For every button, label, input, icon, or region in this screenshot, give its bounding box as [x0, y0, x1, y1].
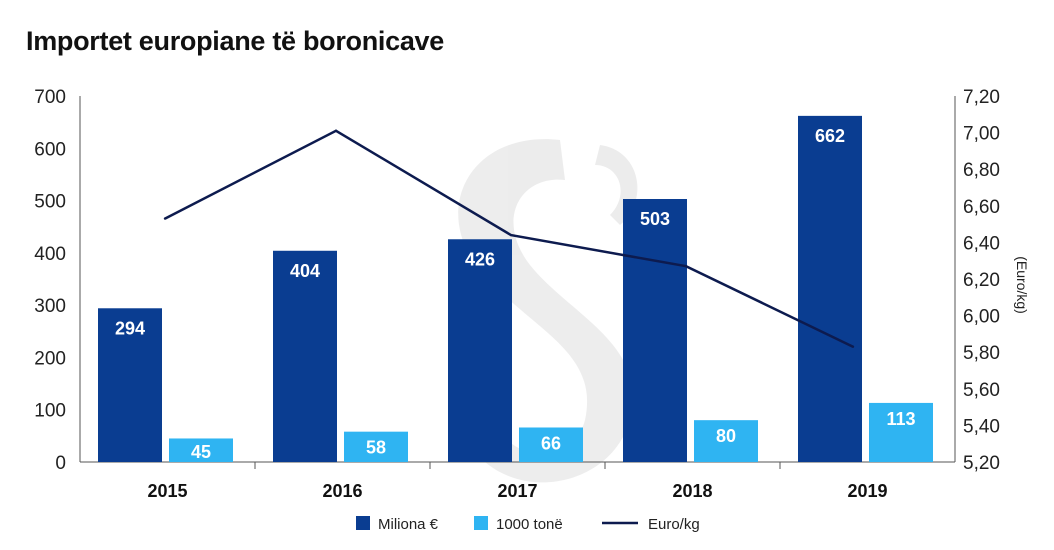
right-y-axis: 5,20 5,40 5,60 5,80 6,00 6,20 6,40 6,60 6,80 7,00…: [963, 87, 1000, 474]
bar-value-label: 80: [716, 426, 736, 446]
bar: [869, 402, 933, 462]
bar: [448, 239, 512, 462]
right-axis-title: (Euro/kg): [1014, 256, 1030, 314]
bar-value-label: 404: [290, 261, 320, 281]
right-tick-label: 6,20: [963, 270, 1000, 291]
x-tick-label: 2018: [672, 481, 712, 501]
right-tick-label: 5,60: [963, 380, 1000, 401]
bars: 294 45 404 58 426 66 503 80 662 113: [98, 115, 933, 463]
bar: [519, 427, 583, 462]
line-series: [163, 129, 855, 348]
line-point: [509, 233, 513, 237]
x-tick-label: 2017: [497, 481, 537, 501]
legend-label: Euro/kg: [648, 516, 700, 533]
right-tick-label: 7,20: [963, 87, 1000, 108]
bar: [169, 438, 233, 462]
right-tick-label: 5,20: [963, 453, 1000, 474]
left-tick-label: 200: [34, 348, 66, 369]
left-tick-label: 700: [34, 87, 66, 108]
legend-label: Miliona €: [378, 516, 439, 533]
left-tick-label: 400: [34, 244, 66, 265]
bar: [273, 250, 337, 462]
bar: [344, 431, 408, 462]
bar-value-label: 66: [541, 433, 561, 453]
line-point: [163, 217, 167, 220]
right-tick-label: 5,40: [963, 416, 1000, 437]
left-y-axis: 0 100 200 300 400 500 600 700: [34, 87, 66, 474]
x-tick-label: 2019: [847, 481, 887, 501]
bar: [694, 420, 758, 462]
right-tick-label: 6,80: [963, 160, 1000, 181]
bar-value-label: 662: [815, 126, 845, 146]
left-tick-label: 0: [55, 453, 66, 474]
right-tick-label: 5,80: [963, 343, 1000, 364]
bar: [798, 115, 862, 463]
line-point: [334, 129, 338, 132]
line-point: [684, 264, 688, 268]
left-tick-label: 100: [34, 401, 66, 422]
chart-title: Importet europiane të boronicave: [26, 26, 444, 56]
bar-value-label: 45: [191, 442, 211, 462]
x-tick-label: 2015: [147, 481, 187, 501]
legend-swatch: [474, 516, 488, 530]
x-tick-label: 2016: [322, 481, 362, 501]
right-tick-label: 7,00: [963, 124, 1000, 145]
bar-value-label: 113: [886, 409, 915, 429]
right-tick-label: 6,40: [963, 233, 1000, 254]
legend-swatch: [356, 516, 370, 530]
bar-value-label: 503: [640, 209, 670, 229]
bar: [98, 308, 162, 462]
legend-label: 1000 tonë: [496, 516, 563, 533]
bar-value-label: 58: [366, 438, 386, 458]
x-axis-labels: 2015 2016 2017 2018 2019: [147, 481, 887, 501]
bar-value-label: 294: [115, 318, 145, 338]
line-point: [851, 345, 855, 348]
bar: [623, 199, 687, 462]
right-tick-label: 6,00: [963, 307, 1000, 328]
left-tick-label: 600: [34, 139, 66, 160]
bar-value-label: 426: [465, 249, 495, 269]
right-tick-label: 6,60: [963, 197, 1000, 218]
legend: Miliona € 1000 tonë Euro/kg: [356, 516, 700, 533]
left-tick-label: 500: [34, 192, 66, 213]
left-tick-label: 300: [34, 296, 66, 317]
